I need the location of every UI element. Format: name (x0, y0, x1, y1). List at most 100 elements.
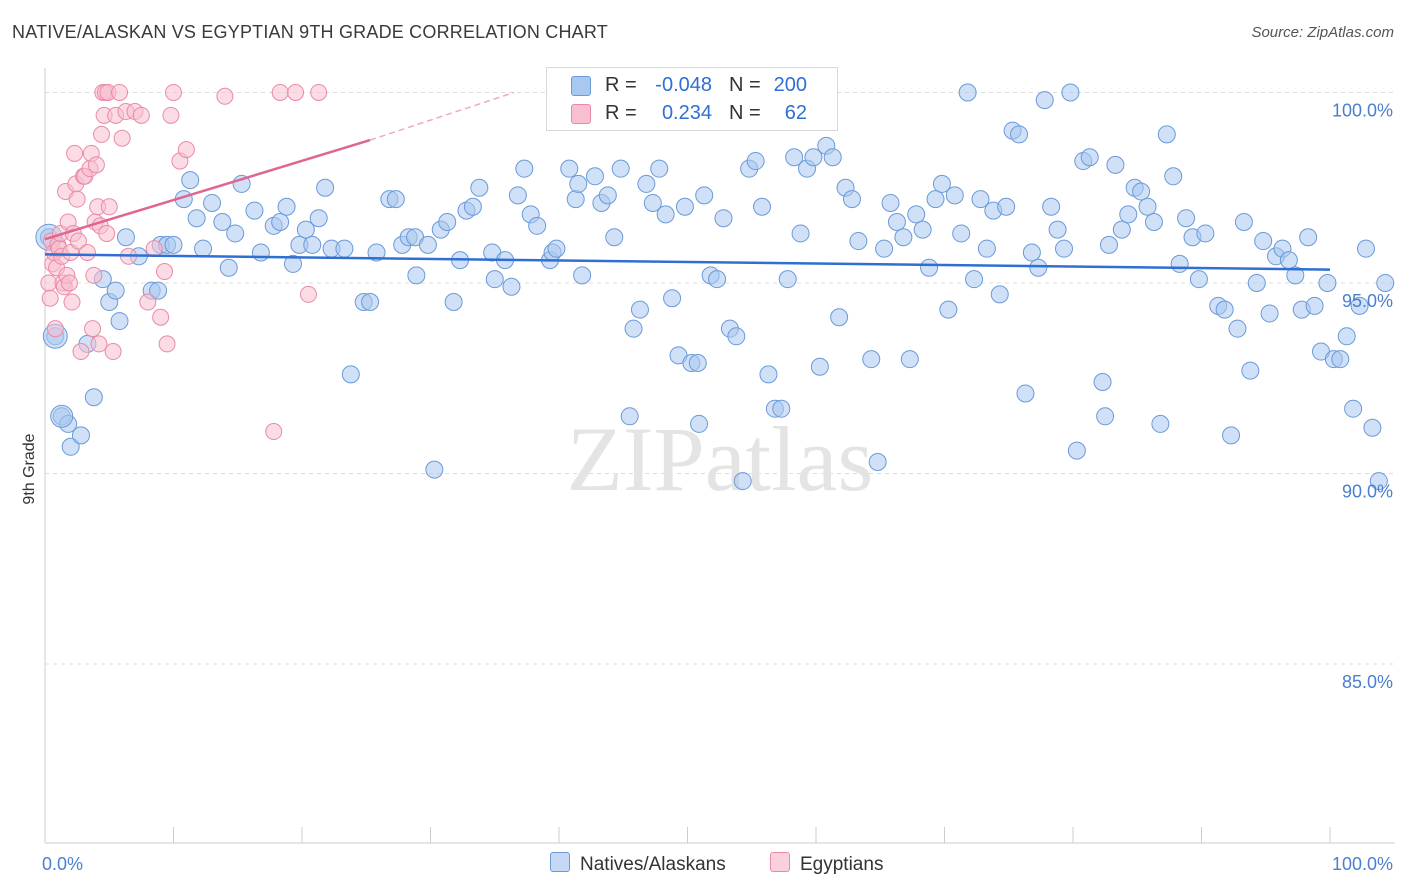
egyptian-point (68, 190, 86, 208)
native-point (335, 239, 354, 258)
native-point (1132, 182, 1151, 201)
y-tick-label: 95.0% (1342, 291, 1393, 311)
native-point (663, 289, 682, 308)
chart-title: NATIVE/ALASKAN VS EGYPTIAN 9TH GRADE COR… (12, 22, 608, 42)
egyptian-point (145, 240, 163, 258)
egyptian-point (69, 232, 87, 250)
native-point (894, 228, 913, 247)
native-point (1151, 414, 1170, 433)
egyptian-point (132, 106, 150, 124)
egyptian-point (271, 83, 289, 101)
native-point (656, 205, 675, 224)
egyptian-point (156, 263, 174, 281)
native-point (887, 213, 906, 232)
native-point (444, 293, 463, 312)
native-point (637, 174, 656, 193)
native-point (977, 239, 996, 258)
trend-lines (44, 91, 1331, 271)
native-point (194, 239, 213, 258)
native-point (1254, 232, 1273, 251)
native-point (920, 258, 939, 277)
native-point (1093, 373, 1112, 392)
bottom-legend-natives: Natives/Alaskans (550, 852, 726, 876)
native-point (971, 190, 990, 209)
native-point (164, 235, 183, 254)
native-point (1119, 205, 1138, 224)
native-point (303, 235, 322, 254)
native-point (1164, 167, 1183, 186)
native-point (772, 399, 791, 418)
native-point (309, 209, 328, 228)
watermark: ZIPatlas (567, 408, 874, 510)
egyptian-point (72, 343, 90, 361)
native-point (1042, 197, 1061, 216)
egyptian-point (216, 87, 234, 105)
egyptian-point (85, 266, 103, 284)
n-label: N = (729, 74, 761, 96)
legend-row-natives: R = -0.048 N = 200 (547, 72, 837, 100)
native-point (84, 388, 103, 407)
native-point (1189, 270, 1208, 289)
n-label: N = (729, 102, 761, 124)
native-point (1376, 273, 1395, 292)
native-point (116, 228, 135, 247)
native-point (1363, 418, 1382, 437)
native-point (862, 350, 881, 369)
native-point (251, 243, 270, 262)
native-point (1157, 125, 1176, 144)
y-tick-label: 90.0% (1342, 481, 1393, 501)
egyptian-point (98, 224, 116, 242)
native-point (727, 327, 746, 346)
native-point (1035, 91, 1054, 110)
native-point (1022, 243, 1041, 262)
native-point (1048, 220, 1067, 239)
native-point (875, 239, 894, 258)
native-point (1318, 273, 1337, 292)
native-point (573, 266, 592, 285)
native-point (1112, 220, 1131, 239)
native-point (804, 148, 823, 167)
native-point (1356, 239, 1375, 258)
native-point (868, 453, 887, 472)
natives-legend-swatch (550, 852, 570, 872)
native-point (1170, 254, 1189, 273)
native-point (1196, 224, 1215, 243)
native-point (1344, 399, 1363, 418)
native-point (418, 235, 437, 254)
native-point (528, 216, 547, 235)
natives-legend-label: Natives/Alaskans (580, 854, 726, 875)
egyptian-point (265, 423, 283, 441)
native-point (1144, 213, 1163, 232)
native-point (913, 220, 932, 239)
native-point (386, 190, 405, 209)
egyptian-point (162, 106, 180, 124)
native-point (560, 159, 579, 178)
native-point (1029, 258, 1048, 277)
native-point (1096, 407, 1115, 426)
native-point (470, 178, 489, 197)
egyptians-legend-label: Egyptians (800, 854, 884, 875)
native-point (1279, 251, 1298, 270)
native-point (1080, 148, 1099, 167)
native-point (881, 193, 900, 212)
native-point (502, 277, 521, 296)
native-point (759, 365, 778, 384)
native-point (1337, 327, 1356, 346)
native-point (753, 197, 772, 216)
native-point (110, 312, 129, 331)
egyptians-trend-extension (369, 91, 515, 141)
egyptian-point (111, 83, 129, 101)
egyptian-point (84, 320, 102, 338)
egyptians-points (40, 83, 328, 441)
native-point (1247, 273, 1266, 292)
native-point (245, 201, 264, 220)
native-point (425, 460, 444, 479)
native-point (900, 350, 919, 369)
native-point (830, 308, 849, 327)
y-tick-label: 100.0% (1332, 100, 1393, 120)
native-point (203, 193, 222, 212)
egyptian-point (41, 289, 59, 307)
native-point (907, 205, 926, 224)
egyptian-point (139, 293, 157, 311)
